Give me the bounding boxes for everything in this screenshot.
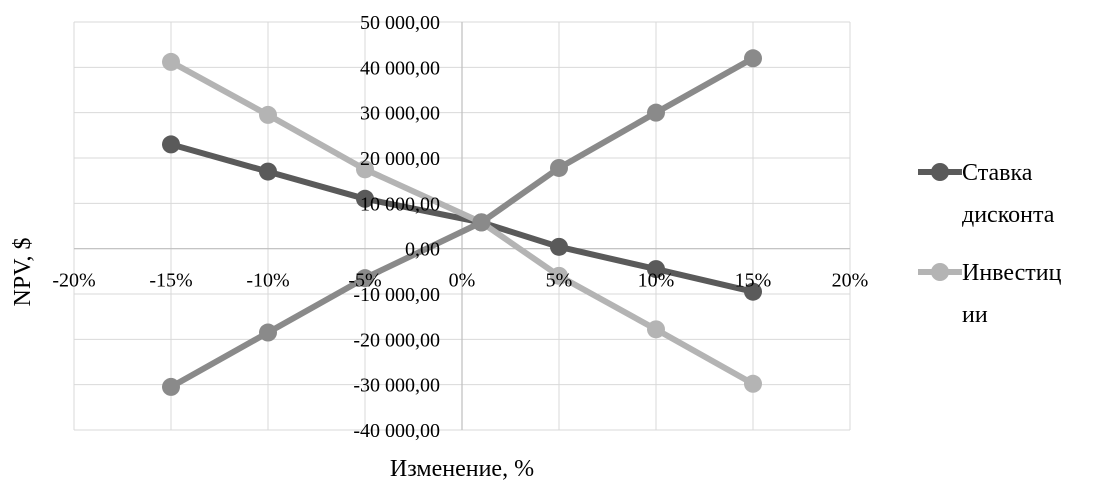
x-tick-label-5: 5%: [546, 270, 573, 292]
x-tick-label-1: -15%: [149, 270, 192, 292]
y-tick-label-4: 10 000,00: [360, 193, 440, 215]
y-tick-label-8: -30 000,00: [353, 375, 440, 397]
legend-label-1-1: ии: [962, 302, 988, 328]
axes: [74, 22, 850, 430]
x-tick-label-4: 0%: [449, 270, 476, 292]
series-1-point-2: [356, 160, 374, 179]
y-tick-label-6: -10 000,00: [353, 284, 440, 306]
series-0-point-0: [162, 135, 180, 154]
series-1-point-5: [647, 320, 665, 339]
x-tick-label-8: 20%: [832, 270, 869, 292]
legend-label-0-1: дисконта: [962, 202, 1055, 228]
x-tick-label-7: 15%: [735, 270, 772, 292]
legend-label-1-0: Инвестиц: [962, 260, 1062, 286]
x-tick-label-6: 10%: [638, 270, 675, 292]
y-tick-label-7: -20 000,00: [353, 329, 440, 351]
x-tick-label-0: -20%: [52, 270, 95, 292]
legend-swatch-marker-1: [931, 263, 949, 281]
y-tick-label-1: 40 000,00: [360, 57, 440, 79]
series-2-point-5: [647, 103, 665, 122]
series-0-point-6: [744, 282, 762, 301]
series-2-point-4: [550, 158, 568, 177]
series-2-point-2: [356, 269, 374, 288]
y-tick-label-0: 50 000,00: [360, 12, 440, 34]
series-1-point-1: [259, 105, 277, 124]
series-2-point-1: [259, 323, 277, 342]
x-tick-label-2: -10%: [246, 270, 289, 292]
y-tick-label-2: 30 000,00: [360, 103, 440, 125]
series-0-point-4: [550, 237, 568, 256]
series-1-point-4: [550, 266, 568, 285]
y-tick-label-3: 20 000,00: [360, 148, 440, 170]
legend: Ставка дисконта Инвестиц ии: [918, 160, 1062, 328]
y-axis-title: NPV, $: [10, 238, 36, 307]
y-tick-label-9: -40 000,00: [353, 420, 440, 442]
series-0-point-2: [356, 189, 374, 208]
series-group: [162, 49, 762, 396]
legend-label-0-0: Ставка: [962, 160, 1033, 186]
x-tick-label-3: -5%: [348, 270, 381, 292]
series-2-point-3: [472, 213, 491, 232]
legend-swatch-marker-0: [931, 163, 949, 181]
series-2-point-0: [162, 377, 180, 396]
series-1-point-0: [162, 52, 180, 71]
series-0-point-1: [259, 162, 277, 181]
y-tick-label-5: 0,00: [405, 239, 440, 261]
series-1-point-6: [744, 374, 762, 393]
x-axis-title: Изменение, %: [390, 456, 534, 482]
series-2-point-6: [744, 49, 762, 68]
series-0-point-5: [647, 260, 665, 279]
tick-labels: -20% -15% -10% -5% 0% 5% 10% 15% 20% 50 000,00 40 …: [52, 12, 868, 442]
